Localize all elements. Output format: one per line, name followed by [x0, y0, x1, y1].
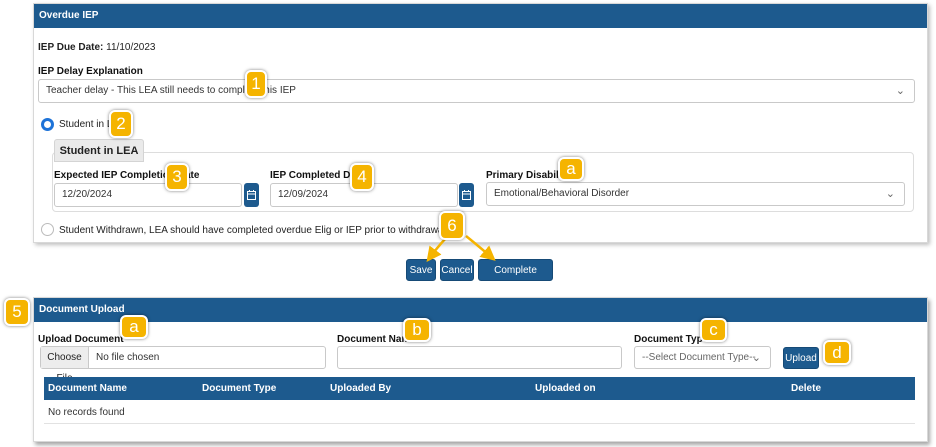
callout-6: 6 [439, 211, 465, 240]
callout-3: 3 [165, 163, 189, 191]
upload-document-label: Upload Document [38, 334, 124, 345]
callout-4: 4 [350, 163, 374, 191]
document-name-label: Document Name [337, 334, 416, 345]
table-row-empty: No records found [44, 401, 915, 424]
iep-delay-value: Teacher delay - This LEA still needs to … [46, 85, 296, 96]
primary-disability-label: Primary Disability [486, 170, 571, 181]
document-upload-header: Document Upload [34, 298, 927, 322]
document-type-select[interactable]: --Select Document Type-- ⌄ [634, 346, 771, 369]
callout-a-upload: a [120, 315, 148, 339]
complete-process-button[interactable]: Complete Process [478, 259, 553, 298]
calendar-icon[interactable] [459, 183, 474, 207]
radio-student-withdrawn-label: Student Withdrawn, LEA should have compl… [59, 225, 446, 236]
iep-due-date-value: 11/10/2023 [106, 42, 156, 53]
primary-disability-select[interactable]: Emotional/Behavioral Disorder ⌄ [486, 182, 905, 206]
documents-table-header: Document Name Document Type Uploaded By … [44, 377, 915, 400]
iep-due-date: IEP Due Date: 11/10/2023 [38, 42, 155, 53]
iep-delay-label: IEP Delay Explanation [38, 66, 143, 77]
callout-c: c [700, 318, 727, 342]
radio-student-withdrawn[interactable] [41, 223, 54, 236]
callout-a-disability: a [558, 157, 584, 181]
document-type-placeholder: --Select Document Type-- [642, 352, 756, 363]
calendar-icon[interactable] [244, 183, 259, 207]
document-upload-panel: Document Upload [33, 297, 928, 442]
upload-button[interactable]: Upload [783, 347, 819, 369]
student-in-lea-section [52, 152, 914, 212]
column-document-name[interactable]: Document Name [48, 383, 127, 394]
document-type-label: Document Type [634, 334, 709, 345]
overdue-iep-header: Overdue IEP [34, 4, 927, 28]
chevron-down-icon: ⌄ [751, 352, 761, 364]
expected-completion-input[interactable]: 12/20/2024 [54, 183, 242, 207]
column-uploaded-on[interactable]: Uploaded on [535, 383, 596, 394]
chevron-down-icon: ⌄ [895, 85, 905, 97]
column-uploaded-by[interactable]: Uploaded By [330, 383, 392, 394]
save-button[interactable]: Save [406, 259, 436, 281]
student-in-lea-tab[interactable]: Student in LEA [54, 139, 144, 162]
no-file-chosen-text: No file chosen [96, 352, 160, 363]
radio-student-in-lea[interactable] [41, 118, 54, 131]
column-document-type[interactable]: Document Type [202, 383, 277, 394]
iep-delay-select[interactable]: Teacher delay - This LEA still needs to … [38, 79, 915, 103]
callout-1: 1 [245, 70, 267, 98]
chevron-down-icon: ⌄ [885, 188, 895, 200]
radio-student-in-lea-label: Student in LEA [59, 119, 126, 130]
cancel-button[interactable]: Cancel [440, 259, 474, 281]
callout-d: d [823, 340, 851, 365]
callout-b: b [403, 318, 431, 342]
iep-due-date-label: IEP Due Date: [38, 42, 104, 53]
expected-completion-label: Expected IEP Completion Date [54, 170, 200, 181]
primary-disability-value: Emotional/Behavioral Disorder [494, 188, 630, 199]
upload-document-input[interactable]: Choose File No file chosen [40, 346, 326, 384]
document-name-input[interactable] [337, 346, 622, 369]
completed-date-label: IEP Completed Date [270, 170, 365, 181]
column-delete: Delete [791, 383, 822, 394]
callout-2: 2 [109, 110, 133, 138]
choose-file-button[interactable]: Choose File [41, 347, 89, 384]
callout-5: 5 [4, 298, 30, 326]
